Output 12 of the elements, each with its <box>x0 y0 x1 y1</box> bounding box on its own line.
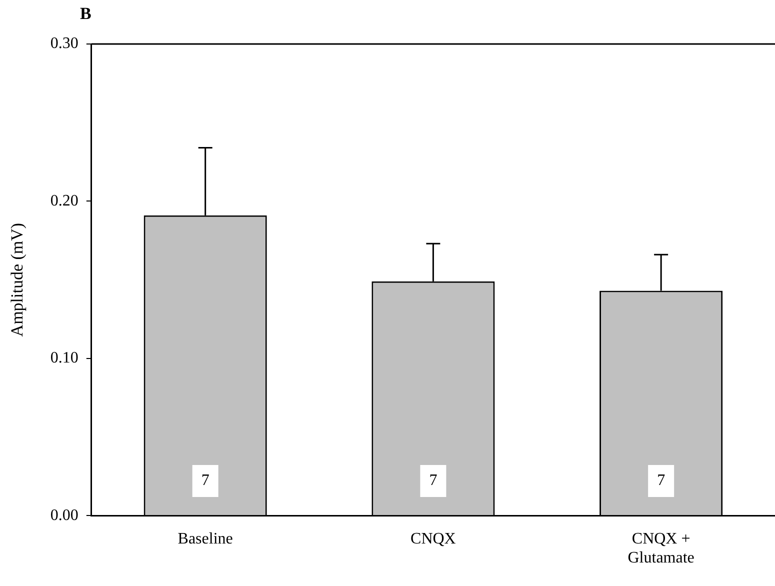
annotation: 7 <box>429 472 438 490</box>
y-axis-title: Amplitude (mV) <box>8 222 27 337</box>
annotation: 7 <box>201 472 210 490</box>
y-tick-label: 0.10 <box>50 350 78 367</box>
x-tick-label: CNQX + Glutamate <box>628 530 694 567</box>
x-tick-label: CNQX <box>410 530 456 548</box>
y-tick-label: 0.30 <box>50 35 78 52</box>
chart-title: B <box>80 4 92 24</box>
x-tick-label: Baseline <box>178 530 233 548</box>
y-tick-label: 0.00 <box>50 506 78 524</box>
y-tick-label: 0.20 <box>50 192 78 210</box>
annotation: 7 <box>657 472 666 490</box>
